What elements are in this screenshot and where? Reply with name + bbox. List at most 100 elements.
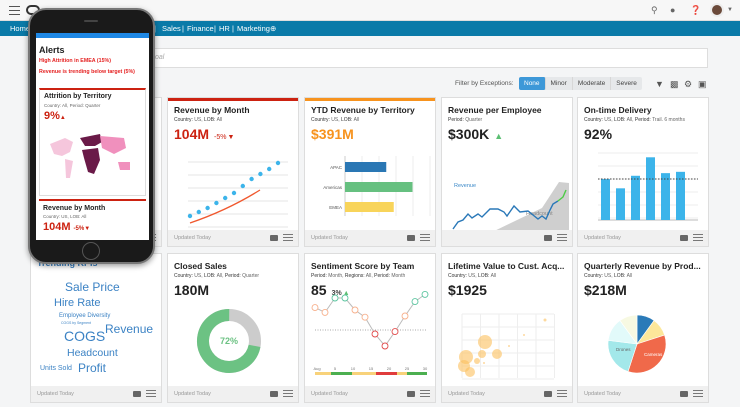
delivery-chart xyxy=(598,152,698,232)
sentiment-face-icon xyxy=(391,328,399,336)
sentiment-face-icon xyxy=(361,313,369,321)
phone-status-bar xyxy=(36,33,149,38)
sentiment-face-icon xyxy=(381,342,389,350)
pie-slice xyxy=(627,334,667,374)
comments-icon xyxy=(544,235,552,241)
card-title: Revenue per Employee xyxy=(448,105,542,115)
card-ontime-delivery[interactable]: On-time Delivery Country: US, LOB: All, … xyxy=(577,97,709,247)
sentiment-face-icon xyxy=(321,308,329,316)
kpi-word[interactable]: Sale Price xyxy=(65,280,120,294)
sentiment-band xyxy=(315,372,331,375)
top-bar: ⚲ ● ❓ ▼ xyxy=(0,0,740,21)
x-tick-label: 10 xyxy=(351,366,356,371)
kpi-word[interactable]: COGS by Segment xyxy=(61,321,91,325)
bubble xyxy=(478,335,492,349)
nav-sales[interactable]: Sales xyxy=(162,24,181,33)
sentiment-band xyxy=(397,372,407,375)
chevron-down-icon[interactable]: ▼ xyxy=(727,7,733,13)
kpi-word[interactable]: COGS xyxy=(64,328,106,344)
down-arrow-icon: ▼ xyxy=(227,134,235,141)
world-map xyxy=(50,134,130,178)
card-closed-sales[interactable]: Closed Sales Country: US, LOB: All, Peri… xyxy=(167,253,299,403)
data-point xyxy=(214,200,219,206)
revenue-chart xyxy=(187,160,288,228)
card-revenue-per-employee[interactable]: Revenue per Employee Period: Quarter $30… xyxy=(441,97,573,247)
up-arrow-icon: ▲ xyxy=(59,115,66,121)
kpi-word[interactable]: Employee Diversity xyxy=(59,313,111,319)
card-filters: Country: US, LOB: All, Period: Trail. 6 … xyxy=(584,117,685,123)
x-tick-label: 20 xyxy=(387,366,392,371)
revenue-headcount-chart: Revenue Headcount xyxy=(452,182,569,232)
plus-circle-icon[interactable]: ⊕ xyxy=(270,24,277,33)
menu-icon[interactable] xyxy=(693,390,703,397)
kpi-word[interactable]: Hire Rate xyxy=(54,297,101,309)
bar xyxy=(345,162,387,172)
menu-icon[interactable] xyxy=(146,390,156,397)
comments-icon[interactable]: ▣ xyxy=(698,79,707,89)
card-filters: Country: US, LOB: All xyxy=(448,273,497,279)
filter-moderate[interactable]: Moderate xyxy=(573,77,612,90)
menu-icon[interactable] xyxy=(557,390,567,397)
menu-icon[interactable] xyxy=(9,6,20,15)
bar xyxy=(646,157,655,220)
kpi-value: 104M -5%▼ xyxy=(174,126,235,142)
help-icon[interactable]: ❓ xyxy=(690,5,702,15)
data-point xyxy=(249,176,254,182)
closed-sales-donut: 72% xyxy=(197,309,261,373)
card-revenue-by-month[interactable]: Revenue by Month Country: US, LOB: All 1… xyxy=(167,97,299,247)
down-arrow-icon: ▼ xyxy=(84,226,91,232)
kpi-word[interactable]: Units Sold xyxy=(40,365,72,372)
card-ytd-revenue[interactable]: YTD Revenue by Territory Country: US, LO… xyxy=(304,97,436,247)
pie-slice xyxy=(619,314,638,345)
bell-icon[interactable]: ● xyxy=(670,5,676,15)
filter-none[interactable]: None xyxy=(519,77,546,90)
nav-hr[interactable]: HR xyxy=(219,24,230,33)
menu-icon[interactable] xyxy=(557,234,567,241)
kpi-word[interactable]: Headcount xyxy=(67,347,118,359)
card-filters: Country: US, LOB: All xyxy=(174,117,223,123)
menu-icon[interactable] xyxy=(420,234,430,241)
alert-item[interactable]: Revenue is trending below target (5%) xyxy=(39,69,135,75)
user-avatar[interactable] xyxy=(710,3,724,17)
bubble xyxy=(523,334,525,336)
home-button xyxy=(82,242,100,260)
up-arrow-icon: ▲ xyxy=(342,290,350,297)
search-input[interactable]: oal xyxy=(150,48,708,68)
menu-icon[interactable] xyxy=(283,234,293,241)
phone-card-attrition[interactable]: Attrition by Territory Country: All, Per… xyxy=(39,88,146,196)
sentiment-face-icon xyxy=(421,290,429,298)
series-label-headcount: Headcount xyxy=(526,211,553,217)
card-filters: Country: US, LOB: All xyxy=(311,117,360,123)
card-quarterly-revenue[interactable]: Quarterly Revenue by Prod... Country: US… xyxy=(577,253,709,403)
comments-icon xyxy=(407,391,415,397)
filter-icon[interactable]: ▼ xyxy=(655,79,664,89)
phone-card-revenue[interactable]: Revenue by Month Country: US, LOB: All 1… xyxy=(39,199,146,240)
menu-icon[interactable] xyxy=(693,234,703,241)
nav-home[interactable]: Home xyxy=(10,24,31,33)
kpi-value: $300K ▲ xyxy=(448,126,504,142)
menu-icon[interactable] xyxy=(420,390,430,397)
filter-label: Filter by Exceptions: xyxy=(455,80,514,87)
trend-line xyxy=(189,189,261,224)
kpi-value: 85 3%▲ xyxy=(311,282,350,298)
menu-icon[interactable] xyxy=(283,390,293,397)
chart-add-icon[interactable]: ▩ xyxy=(670,79,679,89)
kpi-word[interactable]: Profit xyxy=(78,361,107,375)
card-sentiment-score[interactable]: Sentiment Score by Team Period: Month, R… xyxy=(304,253,436,403)
search-icon[interactable]: ⚲ xyxy=(651,5,658,15)
sentiment-band xyxy=(407,372,427,375)
donut-label: 72% xyxy=(220,336,238,346)
kpi-word[interactable]: Revenue xyxy=(105,322,154,336)
card-trending-kpis[interactable]: Trending KPIs Sale Price Hire Rate Emplo… xyxy=(30,253,162,403)
nav-finance[interactable]: Finance xyxy=(187,24,214,33)
bubble-chart xyxy=(458,313,555,380)
data-point xyxy=(187,213,193,219)
filter-minor[interactable]: Minor xyxy=(546,77,573,90)
alert-item[interactable]: High Attrition in EMEA (15%) xyxy=(39,58,111,64)
filter-severe[interactable]: Severe xyxy=(616,80,637,87)
nav-marketing[interactable]: Marketing xyxy=(237,24,270,33)
nav-bar: Home | Sales | Finance | HR | Marketing … xyxy=(0,21,740,36)
card-lifetime-value[interactable]: Lifetime Value to Cust. Acq... Country: … xyxy=(441,253,573,403)
gear-icon[interactable]: ⚙ xyxy=(684,79,693,89)
data-point xyxy=(205,205,210,211)
